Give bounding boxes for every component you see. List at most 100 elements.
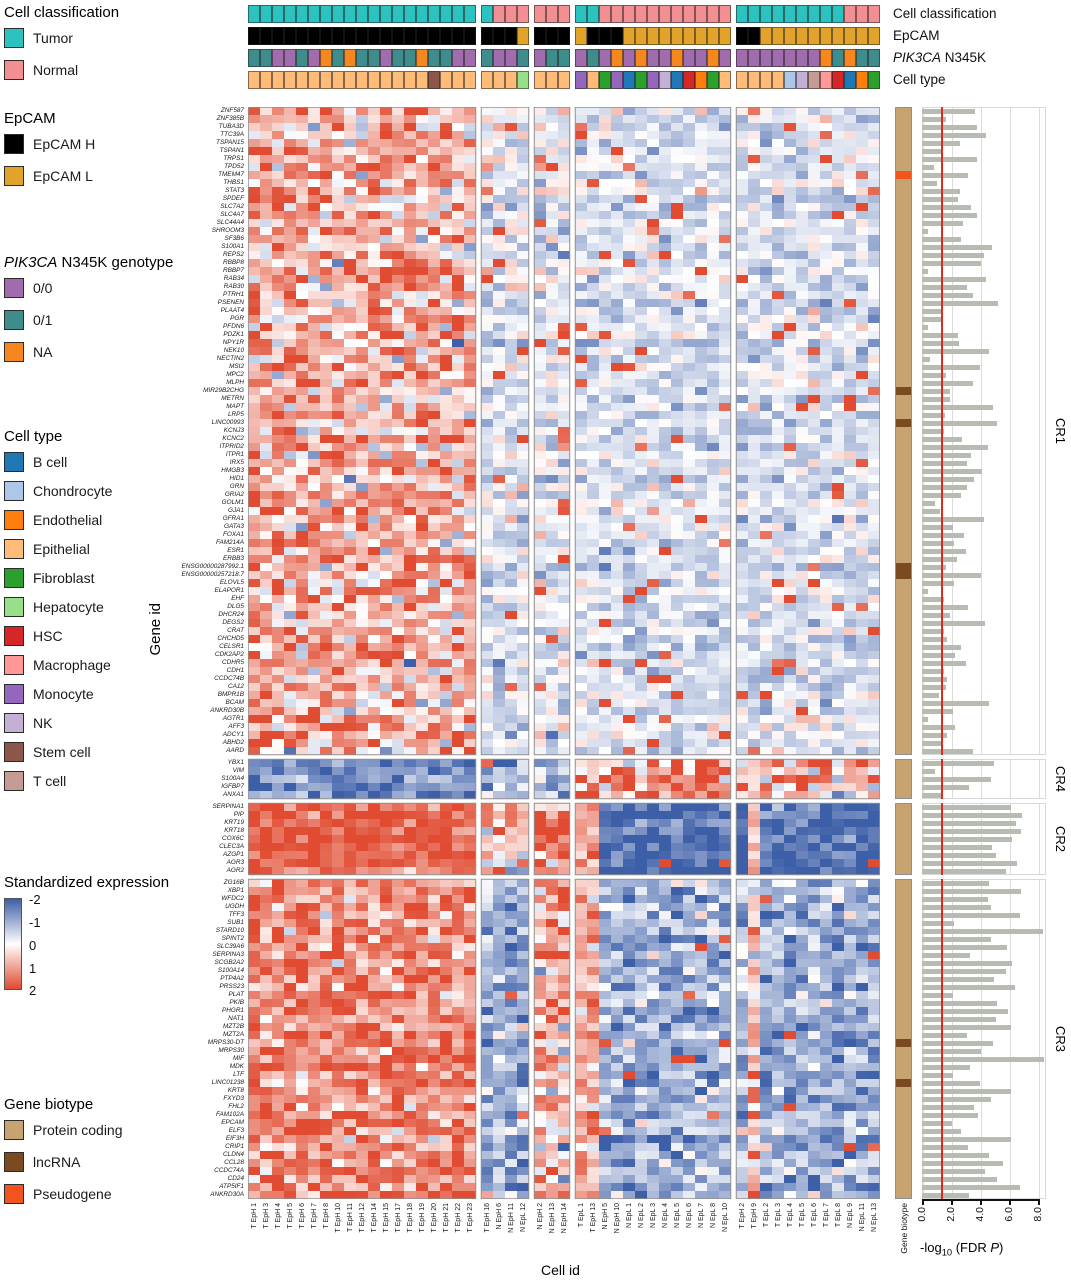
fdr-bar	[922, 284, 968, 290]
pik3ca-annotation-cell	[796, 49, 808, 67]
cell-type-annotation-cell	[404, 71, 416, 89]
cell-id-label: N EpL 7	[697, 1203, 705, 1229]
gene-biotype-cell	[895, 651, 912, 659]
gene-biotype-cell	[895, 203, 912, 211]
fdr-bar	[922, 1104, 975, 1110]
gene-biotype-cell	[895, 219, 912, 227]
cell-type-annotation-cell	[481, 71, 493, 89]
gene-label-zg16b: ZG16B	[223, 879, 244, 886]
monocyte-swatch	[4, 684, 24, 704]
gene-biotype-cell	[895, 879, 912, 887]
pik3ca-annotation-cell	[517, 49, 529, 67]
gene-biotype-cell	[895, 523, 912, 531]
fdr-bar	[922, 108, 976, 114]
cell-type-annotation-cell	[659, 71, 671, 89]
gene-label-pip: PIP	[233, 811, 244, 818]
gene-biotype-cell	[895, 435, 912, 443]
fdr-bar	[922, 196, 958, 202]
gene-label-ccl28: CCL28	[224, 1159, 244, 1166]
gene-label-mrps30: MRPS30	[218, 1047, 244, 1054]
gene-biotype-cell	[895, 603, 912, 611]
fdr-bar	[922, 340, 959, 346]
gene-biotype-cell	[895, 1159, 912, 1167]
gene-label-shroom3: SHROOM3	[211, 227, 244, 234]
legend-label: Chondrocyte	[33, 483, 113, 499]
gene-label-slc7a2: SLC7A2	[220, 203, 244, 210]
pik3ca-genotype-legend-title: PIK3CA N345K genotype	[4, 254, 229, 271]
pik3ca-annotation-cell	[647, 49, 659, 67]
gene-label-gria2: GRIA2	[224, 491, 244, 498]
fdr-bar	[922, 896, 988, 902]
pik3ca-annotation-cell	[599, 49, 611, 67]
fdr-bar	[922, 968, 1006, 974]
pseudogene-swatch	[4, 1184, 24, 1204]
legend-label: Epithelial	[33, 541, 90, 557]
cell-classification-annotation-cell	[428, 5, 440, 23]
fdr-bar	[922, 188, 960, 194]
gene-biotype-cell	[895, 1191, 912, 1199]
gene-biotype-cell	[895, 339, 912, 347]
fdr-bar	[922, 252, 985, 258]
fdr-bar	[922, 880, 990, 886]
cell-type-annotation-cell	[392, 71, 404, 89]
fdr-bar	[922, 928, 1043, 934]
fdr-bar	[922, 148, 943, 154]
epcam-annotation-cell	[368, 27, 380, 45]
cell-classification-annotation-cell	[707, 5, 719, 23]
gene-label-bcam: BCAM	[225, 699, 244, 706]
cr-label-cr1: CR1	[1053, 418, 1068, 445]
gene-label-cdk2ap2: CDK2AP2	[214, 651, 244, 658]
bar-gridline	[923, 880, 924, 1198]
gene-biotype-cell	[895, 475, 912, 483]
cell-classification-annotation-cell	[808, 5, 820, 23]
gene-label-pgr: PGR	[230, 315, 244, 322]
heatmap-canvas	[248, 107, 880, 1199]
fdr-bar	[922, 204, 971, 210]
gene-biotype-cell	[895, 459, 912, 467]
cr-label-cr4: CR4	[1053, 766, 1068, 793]
cell-classification-legend: Cell classification Tumor Normal	[4, 4, 229, 92]
pik3ca-annotation-cell	[832, 49, 844, 67]
annotation-label-epcam: EpCAM	[893, 28, 940, 43]
cell-type-annotation-cell	[635, 71, 647, 89]
fdr-bar	[922, 668, 944, 674]
cell-type-annotation-cell	[558, 71, 570, 89]
gene-biotype-cell	[895, 1071, 912, 1079]
fdr-bar	[922, 888, 1021, 894]
cell-classification-annotation-cell	[272, 5, 284, 23]
cell-type-annotation-cell	[808, 71, 820, 89]
cell-classification-annotation-cell	[748, 5, 760, 23]
gene-biotype-cell	[895, 683, 912, 691]
fdr-threshold-line	[940, 879, 943, 1199]
epcam-annotation-cell	[546, 27, 558, 45]
legend-label: B cell	[33, 454, 68, 470]
cell-classification-annotation-cell	[368, 5, 380, 23]
cell-classification-annotation-cell	[683, 5, 695, 23]
pik3ca-annotation-cell	[404, 49, 416, 67]
cell-type-annotation-cell	[356, 71, 368, 89]
fdr-bar	[922, 1136, 1011, 1142]
gene-label-eif3h: EIF3H	[225, 1135, 244, 1142]
legend-item-epithelial: Epithelial	[4, 539, 229, 559]
chondrocyte-swatch	[4, 481, 24, 501]
cell-type-annotation-cell	[248, 71, 260, 89]
gene-label-ankrd30b: ANKRD30B	[210, 707, 244, 714]
cell-classification-annotation-cell	[599, 5, 611, 23]
gene-label-sf3b6: SF3B6	[224, 235, 244, 242]
fdr-bar	[922, 960, 1013, 966]
gene-label-abhd2: ABHD2	[222, 739, 244, 746]
expression-legend: Standardized expression -2 -1 0 1 2	[4, 874, 229, 998]
epcam-h-swatch	[4, 134, 24, 154]
gene-label-ensg00000287992-1: ENSG00000287992.1	[181, 563, 244, 570]
gene-label-scgb2a2: SCGB2A2	[214, 959, 244, 966]
epcam-annotation-cell	[392, 27, 404, 45]
gene-label-ccdc74b: CCDC74B	[214, 675, 244, 682]
pik3ca-annotation-cell	[344, 49, 356, 67]
pik3ca-annotation-cell	[428, 49, 440, 67]
fdr-bar	[922, 476, 974, 482]
gene-label-s100a14: S100A14	[217, 967, 244, 974]
gene-label-gata3: GATA3	[223, 523, 244, 530]
fdr-bar	[922, 380, 974, 386]
epcam-annotation-cell	[248, 27, 260, 45]
epcam-annotation-cell	[868, 27, 880, 45]
